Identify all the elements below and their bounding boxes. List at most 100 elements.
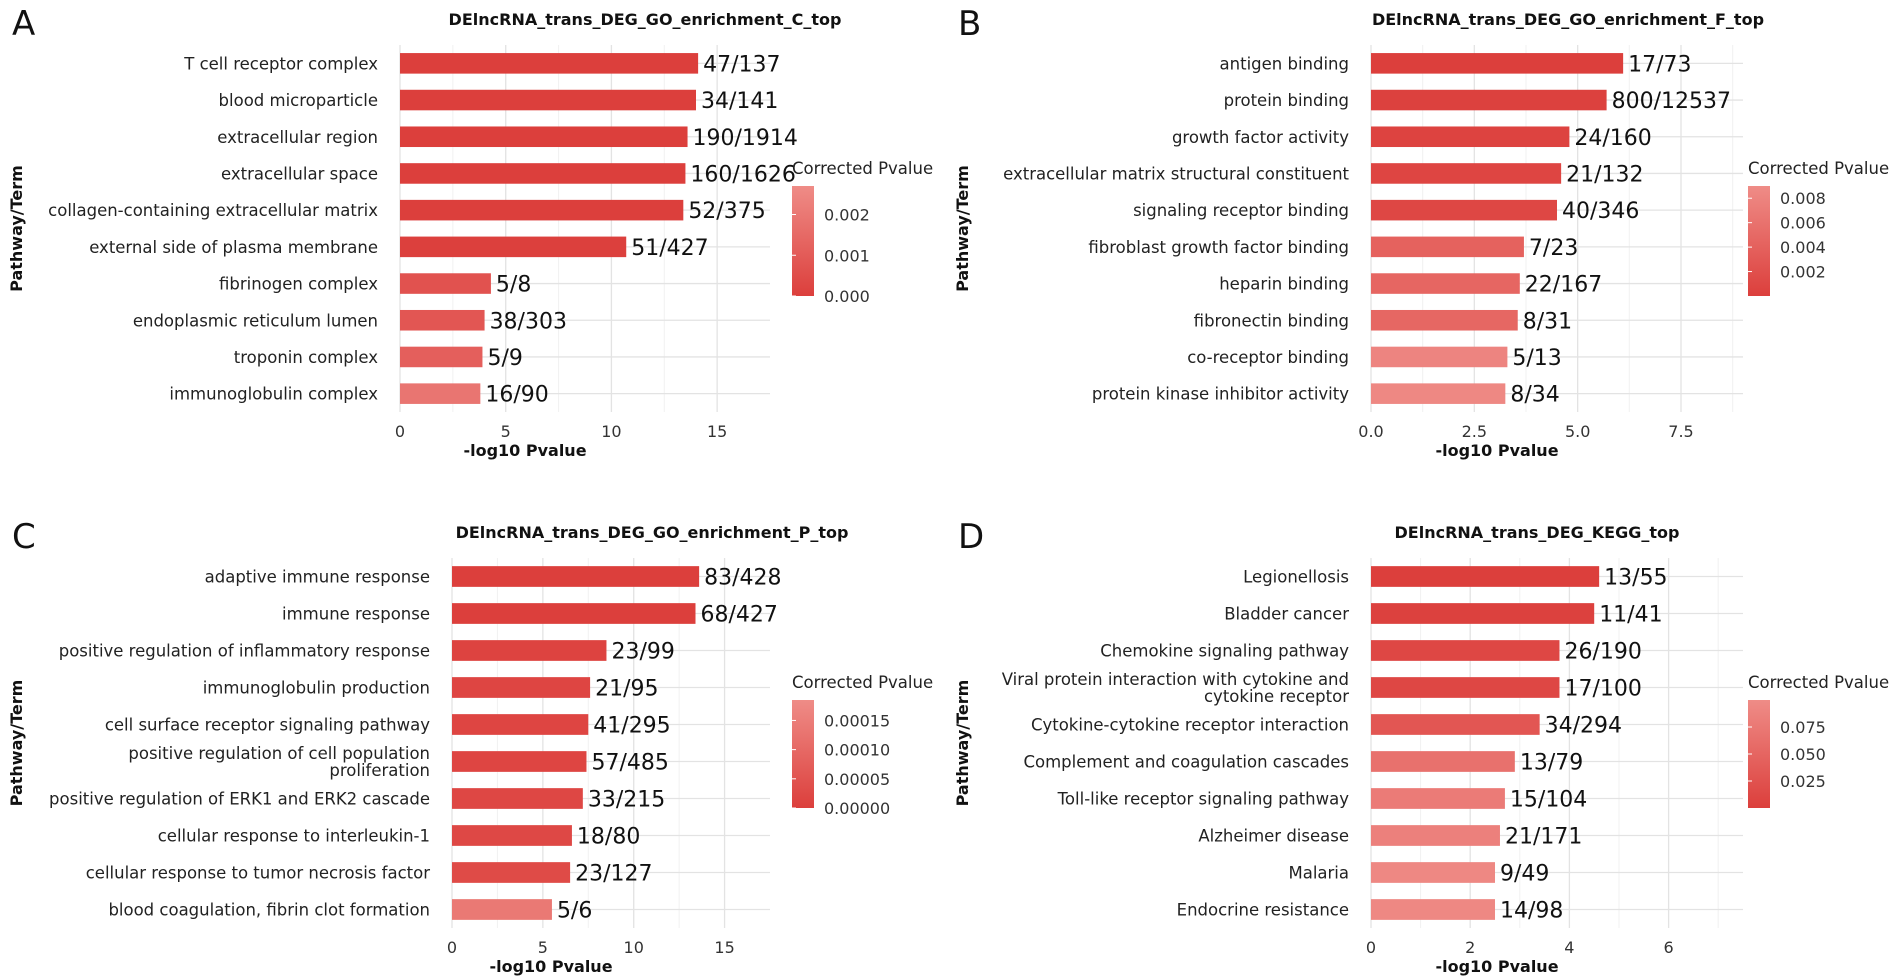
data-label: 14/98 — [1500, 899, 1563, 924]
data-label: 15/104 — [1510, 788, 1587, 813]
data-label: 9/49 — [1500, 862, 1549, 887]
category-label: positive regulation of ERK1 and ERK2 cas… — [49, 790, 430, 809]
data-label: 34/141 — [701, 89, 778, 114]
bar — [452, 714, 589, 735]
category-label: troponin complex — [234, 348, 378, 367]
category-label: Bladder cancer — [1224, 605, 1349, 624]
bar — [1371, 862, 1495, 883]
category-label: protein binding — [1224, 91, 1349, 110]
category-label: protein kinase inhibitor activity — [1092, 385, 1349, 404]
data-label: 23/99 — [611, 640, 674, 665]
chart-title: DElncRNA_trans_DEG_GO_enrichment_P_top — [456, 523, 849, 542]
bar — [1371, 199, 1557, 221]
category-label: heparin binding — [1219, 275, 1349, 294]
bar — [452, 862, 571, 883]
y-axis-title: Pathway/Term — [7, 165, 26, 292]
category-label: endoplasmic reticulum lumen — [133, 311, 378, 330]
panels-root: A DElncRNA_trans_DEG_GO_enrichment_C_top T… — [7, 4, 1889, 976]
x-tick-label: 5 — [538, 938, 548, 957]
legend-tick-label: 0.004 — [1780, 238, 1826, 257]
data-label: 34/294 — [1545, 714, 1622, 739]
bar — [1371, 163, 1562, 184]
bar — [400, 273, 491, 294]
category-label: immunoglobulin complex — [169, 385, 378, 404]
data-label: 68/427 — [700, 603, 777, 628]
category-label: Legionellosis — [1243, 568, 1349, 587]
category-label: blood coagulation, fibrin clot formation — [108, 901, 430, 920]
legend-tick-label: 0.002 — [1780, 263, 1826, 282]
legend-tick-label: 0.050 — [1780, 745, 1826, 764]
category-label: immune response — [282, 605, 430, 624]
bar — [452, 788, 583, 809]
data-label: 7/23 — [1529, 236, 1578, 261]
legend-tick-label: 0.00000 — [824, 799, 890, 818]
legend-tick-label: 0.008 — [1780, 189, 1826, 208]
legend-tick-label: 0.00010 — [824, 741, 890, 760]
data-label: 800/12537 — [1612, 89, 1731, 114]
category-label: extracellular region — [217, 128, 378, 147]
x-tick-label: 15 — [707, 422, 727, 441]
legend-colorbar — [1748, 700, 1770, 808]
data-label: 38/303 — [490, 309, 567, 334]
chart-title: DElncRNA_trans_DEG_GO_enrichment_F_top — [1372, 10, 1764, 29]
bar — [1371, 346, 1508, 368]
category-label: antigen binding — [1220, 54, 1349, 73]
panel-letter: C — [12, 517, 36, 557]
data-label: 47/137 — [703, 52, 780, 77]
data-label: 21/171 — [1505, 825, 1582, 850]
bar — [452, 751, 587, 772]
legend: Corrected Pvalue 0.075 0.050 0.025 — [1748, 673, 1889, 808]
bar — [452, 825, 572, 846]
category-label: extracellular space — [221, 164, 378, 183]
x-tick-label: 2 — [1465, 938, 1475, 957]
category-label: cellular response to tumor necrosis fact… — [86, 864, 430, 883]
x-tick-label: 0 — [395, 422, 405, 441]
bar — [1371, 273, 1520, 294]
bar — [1371, 53, 1624, 74]
data-label: 11/41 — [1599, 603, 1662, 628]
category-label: cellular response to interleukin-1 — [158, 827, 430, 846]
category-label: fibroblast growth factor binding — [1088, 238, 1349, 257]
category-label: T cell receptor complex — [183, 54, 378, 73]
legend-colorbar — [1748, 186, 1770, 296]
data-label: 13/55 — [1604, 566, 1667, 591]
legend-colorbar — [792, 186, 814, 296]
data-label: 26/190 — [1564, 640, 1641, 665]
x-tick-label: 0 — [447, 938, 457, 957]
data-label: 24/160 — [1574, 126, 1651, 151]
bar — [1371, 751, 1515, 772]
x-tick-label: 10 — [601, 422, 621, 441]
bar — [1371, 714, 1540, 735]
data-label: 5/9 — [487, 346, 522, 371]
data-label: 13/79 — [1520, 751, 1583, 776]
bar — [1371, 677, 1560, 698]
legend-colorbar — [792, 700, 814, 808]
x-tick-label: 4 — [1564, 938, 1574, 957]
bar — [452, 640, 607, 661]
x-tick-label: 15 — [714, 938, 734, 957]
bar — [452, 603, 696, 624]
bar — [452, 899, 552, 920]
bar — [1371, 603, 1595, 624]
category-label: positive regulation of inflammatory resp… — [59, 642, 430, 661]
bar — [400, 199, 684, 221]
data-label: 16/90 — [485, 383, 548, 408]
bar — [400, 126, 688, 148]
chart-title: DElncRNA_trans_DEG_KEGG_top — [1395, 523, 1680, 542]
category-label: growth factor activity — [1172, 128, 1349, 147]
y-axis-title: Pathway/Term — [953, 680, 972, 807]
data-label: 83/428 — [704, 566, 781, 591]
category-label: signaling receptor binding — [1133, 201, 1349, 220]
category-label: adaptive immune response — [205, 568, 430, 587]
data-label: 17/100 — [1564, 677, 1641, 702]
legend-title: Corrected Pvalue — [792, 159, 933, 178]
bar — [1371, 309, 1518, 331]
data-label: 18/80 — [577, 825, 640, 850]
bar — [452, 566, 700, 587]
bar — [400, 89, 696, 111]
bar — [400, 236, 627, 258]
data-label: 51/427 — [631, 236, 708, 261]
panel-b: B DElncRNA_trans_DEG_GO_enrichment_F_topa… — [953, 4, 1889, 460]
bar — [1371, 825, 1500, 846]
